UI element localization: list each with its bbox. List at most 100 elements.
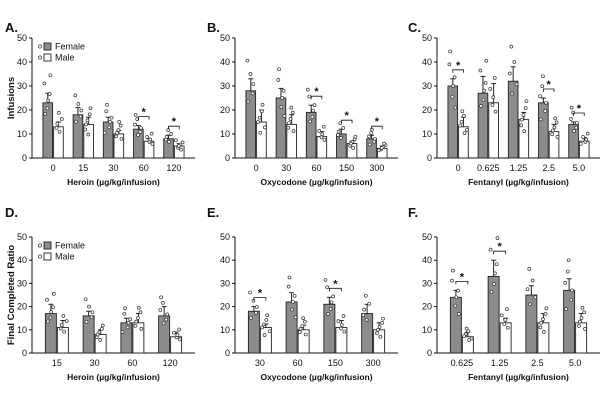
data-point — [262, 333, 267, 337]
data-point — [377, 325, 382, 329]
x-axis-label: Fentanyl (µg/kg/infusion) — [468, 372, 569, 382]
x-axis-label: Heroin (µg/kg/infusion) — [67, 372, 160, 382]
data-point — [298, 327, 303, 331]
data-point — [457, 312, 461, 316]
data-point — [161, 321, 166, 326]
data-point — [564, 307, 568, 312]
chart-panel-a: A. 0 10 20 30 40 50 Infusions Heroin (µg/kg/infu… — [5, 20, 195, 187]
data-point — [373, 136, 377, 141]
x-tick-label: 30 — [90, 358, 100, 368]
x-tick-label: 0.625 — [477, 163, 500, 173]
data-point — [279, 105, 284, 109]
data-point — [570, 288, 574, 293]
data-point — [258, 130, 263, 135]
data-point — [290, 110, 295, 115]
significance-bracket — [253, 297, 267, 301]
significance-star: * — [375, 116, 380, 128]
data-point — [502, 322, 507, 326]
bar-female — [487, 275, 500, 354]
data-point — [507, 71, 512, 76]
x-tick-label: 30 — [281, 163, 291, 173]
x-tick-label: 5.0 — [573, 163, 586, 173]
data-point — [469, 336, 474, 341]
data-point — [150, 142, 155, 146]
y-tick-label: 50 — [17, 232, 27, 242]
data-point — [372, 139, 377, 144]
data-point — [453, 105, 458, 110]
data-point — [456, 288, 460, 293]
data-point — [448, 49, 452, 54]
data-point — [551, 128, 555, 133]
y-tick-label: 20 — [17, 105, 27, 115]
data-point — [248, 72, 253, 76]
significance-bracket — [137, 116, 150, 120]
data-point — [305, 87, 310, 92]
x-tick-label: 0 — [254, 163, 259, 173]
data-point — [290, 307, 294, 312]
data-point — [527, 267, 532, 271]
x-tick-label: 0.625 — [451, 358, 474, 368]
data-point — [505, 325, 510, 330]
data-point — [565, 269, 570, 274]
significance-star: * — [142, 107, 147, 119]
y-tick-label: 0 — [22, 348, 27, 358]
data-point — [375, 327, 380, 332]
data-point — [125, 325, 130, 330]
panel-label: C. — [408, 20, 421, 35]
data-point — [584, 137, 588, 142]
data-point — [73, 93, 78, 98]
y-tick-label: 30 — [220, 278, 230, 288]
data-point — [136, 133, 140, 137]
data-point — [303, 319, 307, 324]
data-point — [175, 333, 180, 337]
data-point — [543, 109, 548, 113]
data-point — [173, 138, 178, 143]
significance-bracket — [493, 250, 507, 255]
bar-female — [42, 102, 54, 159]
data-point — [178, 337, 182, 342]
data-point — [553, 116, 558, 121]
data-point — [524, 99, 529, 104]
data-point — [574, 125, 579, 130]
data-point — [367, 142, 372, 147]
x-axis-label: Heroin (µg/kg/infusion) — [67, 177, 160, 187]
y-tick-label: 30 — [422, 81, 432, 91]
significance-star: * — [258, 288, 263, 300]
y-tick-label: 10 — [17, 129, 27, 139]
x-tick-label: 5.0 — [569, 358, 582, 368]
data-point — [297, 330, 302, 334]
data-point — [119, 136, 124, 141]
data-point — [328, 307, 333, 312]
data-point — [59, 117, 64, 121]
data-point — [108, 120, 112, 124]
data-point — [267, 329, 272, 334]
y-tick-label: 40 — [220, 57, 230, 67]
bar-female — [477, 92, 489, 159]
data-point — [281, 88, 286, 93]
data-point — [459, 119, 464, 124]
data-point — [499, 313, 504, 318]
data-point — [78, 114, 83, 119]
data-point — [569, 105, 574, 110]
data-point — [138, 310, 143, 315]
significance-bracket — [455, 280, 469, 285]
x-tick-label: 120 — [163, 358, 178, 368]
y-tick-label: 30 — [17, 278, 27, 288]
x-tick-label: 30 — [255, 358, 265, 368]
y-tick-label: 10 — [220, 325, 230, 335]
data-point — [541, 330, 546, 334]
data-point — [577, 324, 581, 328]
data-point — [575, 121, 579, 125]
data-point — [451, 268, 455, 273]
data-point — [117, 120, 122, 124]
data-point — [308, 119, 312, 124]
y-tick-label: 50 — [17, 33, 27, 43]
data-point — [87, 112, 92, 117]
data-point — [317, 129, 322, 133]
data-point — [460, 109, 465, 114]
y-tick-label: 0 — [22, 153, 27, 163]
data-point — [100, 327, 104, 331]
data-point — [528, 302, 532, 307]
